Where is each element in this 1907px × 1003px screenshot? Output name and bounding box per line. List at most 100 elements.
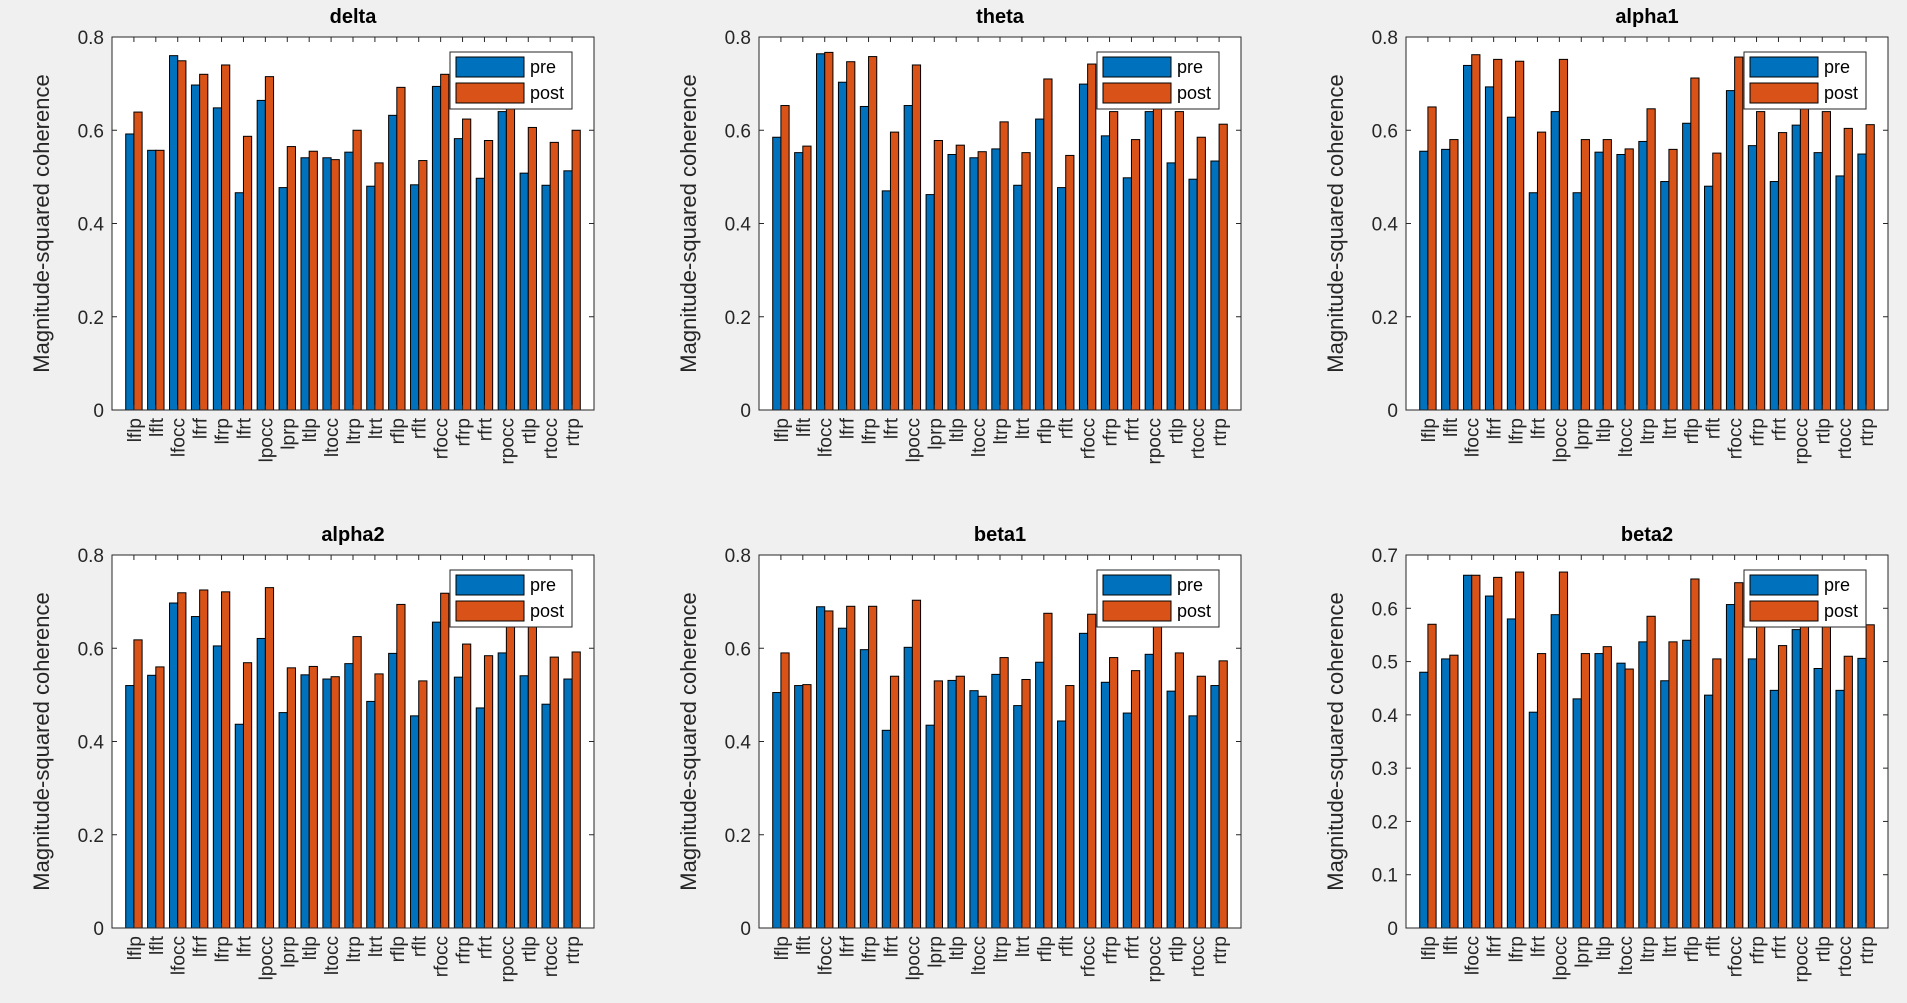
x-tick-label: lfrp [213,418,234,444]
bar-pre-rfrt [1769,181,1779,411]
x-tick-label: rfrt [1769,935,1790,959]
x-tick-label: rfrt [1122,935,1143,959]
bar-pre-ltrp [344,663,354,929]
bar-post-lprp [933,140,943,411]
x-tick-label: rflp [1682,936,1703,962]
y-tick-label: 0.4 [725,215,752,236]
x-tick-label: lflt [794,935,815,955]
legend-swatch-pre [1749,574,1819,596]
x-tick-label: rpocc [1144,936,1165,982]
bar-post-rflt [1065,685,1075,929]
x-tick-label: lflt [1441,417,1462,437]
y-tick-label: 0.1 [1372,866,1398,887]
y-tick-label: 0.2 [725,308,751,329]
bar-post-lfrt [242,135,253,411]
chart-title: beta2 [1621,524,1673,546]
bar-pre-rtrp [563,678,573,929]
bar-post-rfrp [1756,111,1766,411]
bar-pre-lfrf [837,81,848,411]
y-tick-label: 0 [1387,919,1398,940]
bar-pre-lfrt [881,190,891,411]
y-tick-label: 0.4 [725,733,752,754]
y-tick-label: 0.7 [1372,546,1398,567]
bar-post-rflt [1712,658,1722,929]
x-tick-label: lfrt [234,935,255,957]
bar-post-lfrp [1515,60,1525,411]
bar-post-lprp [286,146,296,411]
bar-post-lfrp [868,56,878,411]
x-tick-label: rtocc [541,936,562,977]
y-axis-label: Magnitude-squared coherence [1323,592,1348,890]
y-axis-label: Magnitude-squared coherence [676,592,701,890]
x-tick-label: ltrt [1660,417,1681,439]
x-tick-label: rtocc [1188,936,1209,977]
y-tick-label: 0.6 [1372,121,1398,142]
bar-post-ltrp [999,657,1009,929]
bar-post-rfocc [440,592,450,929]
legend-swatch-post [455,82,525,104]
x-tick-label: lpocc [903,936,924,980]
bar-post-rflp [1690,578,1700,929]
bar-pre-rfocc [1078,83,1089,411]
bar-pre-rfocc [1725,90,1736,411]
bar-pre-lflt [147,674,157,929]
bar-post-lfrt [1536,131,1547,411]
x-tick-label: lfrf [1485,935,1506,957]
y-tick-label: 0.2 [1372,812,1398,833]
x-tick-label: ltlp [300,418,321,442]
bar-post-ltrp [352,636,362,929]
bar-pre-rfocc [431,621,442,929]
legend-swatch-pre [1102,574,1172,596]
bar-pre-lfrf [190,84,201,411]
x-tick-label: rfrp [1101,936,1122,965]
y-tick-label: 0 [1387,401,1398,422]
bar-post-rfrp [1109,657,1119,929]
x-tick-label: rtlp [1166,418,1187,444]
bar-post-rtrp [1218,660,1228,929]
x-tick-label: lprp [1572,418,1593,450]
bar-pre-ltrt [1660,680,1670,929]
x-tick-label: lpocc [256,936,277,980]
bar-post-rtocc [1196,675,1206,929]
bar-post-rflp [1043,612,1053,929]
y-tick-label: 0.8 [725,28,751,49]
legend-label-post: post [1177,601,1211,621]
bar-post-rfrt [1777,132,1788,411]
legend: pre post [1743,569,1867,628]
bar-post-rfrt [483,140,494,411]
bar-pre-ltrp [1638,641,1648,929]
x-tick-label: lpocc [1550,936,1571,980]
bar-pre-rtlp [519,675,529,929]
x-tick-label: ltrt [1660,935,1681,957]
bar-post-rfocc [1087,613,1097,929]
bar-pre-lflt [794,685,804,929]
bar-pre-lfrf [1484,595,1495,929]
x-tick-label: lprp [1572,936,1593,968]
x-tick-label: lfocc [816,418,837,457]
bar-pre-lfocc [816,606,826,929]
bar-post-ltlp [1602,646,1612,929]
bar-pre-ltrt [1013,705,1023,929]
bar-pre-lfrf [837,627,848,929]
x-tick-label: rfrt [475,935,496,959]
bar-post-lfocc [824,610,834,929]
x-tick-label: ltrp [344,936,365,962]
x-tick-label: rflp [388,418,409,444]
x-tick-label: lfrp [1507,418,1528,444]
bar-post-rtlp [527,624,537,929]
x-tick-label: lflt [147,935,168,955]
legend-label-pre: pre [1824,57,1850,77]
bar-post-rtocc [549,141,559,411]
bar-pre-lfocc [1463,574,1473,929]
bar-post-lflp [1427,623,1437,929]
bar-pre-rfrp [453,676,464,929]
bar-post-lfocc [1471,574,1481,929]
y-tick-label: 0.4 [78,733,105,754]
x-tick-label: lfocc [169,418,190,457]
bar-pre-lprp [925,724,935,929]
bar-pre-rfrt [1122,177,1132,411]
bar-pre-ltrp [991,148,1001,411]
